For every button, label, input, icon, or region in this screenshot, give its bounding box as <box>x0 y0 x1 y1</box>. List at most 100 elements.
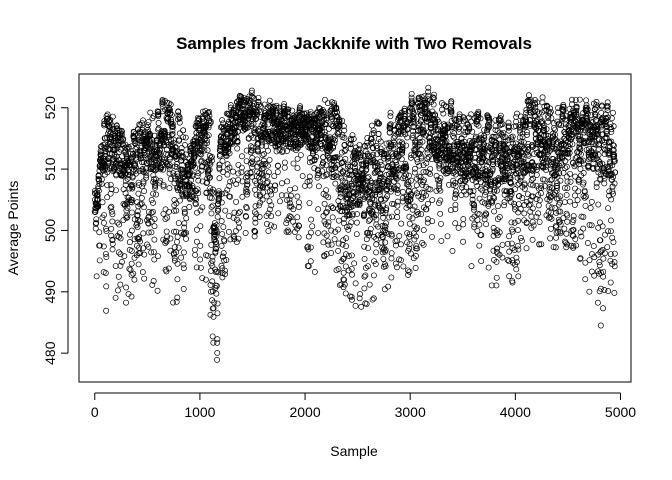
data-point <box>456 125 462 132</box>
data-point <box>405 178 412 185</box>
data-point <box>244 189 251 195</box>
data-point <box>116 157 123 164</box>
data-point <box>248 87 255 94</box>
data-point <box>604 103 611 110</box>
data-point <box>92 225 99 232</box>
data-point <box>234 139 241 146</box>
data-point <box>572 97 579 103</box>
data-point <box>194 173 201 179</box>
data-point <box>603 115 610 122</box>
data-point <box>503 172 510 179</box>
data-point <box>587 205 594 211</box>
data-point <box>600 305 606 312</box>
data-point <box>321 218 328 225</box>
data-point <box>322 131 329 138</box>
data-point <box>450 177 457 184</box>
data-point <box>559 115 566 122</box>
data-point <box>377 145 384 152</box>
data-point <box>343 251 349 258</box>
data-point <box>535 202 542 209</box>
data-point <box>104 111 111 118</box>
data-point <box>213 246 220 253</box>
data-point <box>394 264 400 271</box>
data-point <box>601 180 608 187</box>
data-point <box>520 156 527 163</box>
data-point <box>325 241 332 248</box>
data-point <box>136 244 142 251</box>
data-point <box>103 254 110 260</box>
data-point <box>336 118 343 125</box>
data-point <box>143 174 150 181</box>
data-point <box>244 170 251 177</box>
data-point <box>580 193 587 200</box>
data-point <box>207 185 214 192</box>
data-point <box>411 165 418 172</box>
data-point <box>376 120 382 127</box>
data-point <box>356 196 363 203</box>
data-point <box>548 115 555 122</box>
data-point <box>209 333 216 340</box>
data-point <box>182 151 189 158</box>
data-point <box>361 152 368 159</box>
data-point <box>404 126 411 133</box>
data-point <box>209 278 216 285</box>
data-point <box>588 198 595 205</box>
data-point <box>221 257 228 264</box>
data-point <box>155 253 161 260</box>
data-point <box>610 239 617 245</box>
data-point <box>329 214 336 221</box>
data-point <box>423 160 430 167</box>
data-point <box>244 124 251 131</box>
data-point <box>167 176 174 182</box>
data-point <box>266 97 273 104</box>
data-point <box>535 127 542 134</box>
data-point <box>224 161 231 168</box>
data-point <box>402 162 409 169</box>
data-point <box>227 102 234 109</box>
data-point <box>583 193 589 200</box>
data-point <box>297 105 303 112</box>
data-point <box>437 175 444 182</box>
data-point <box>352 280 359 287</box>
data-point <box>593 98 600 105</box>
data-point <box>250 103 257 110</box>
data-point <box>538 182 545 189</box>
data-point <box>481 132 488 139</box>
data-point <box>132 160 138 167</box>
data-point <box>109 240 116 247</box>
data-point <box>547 177 554 184</box>
data-point <box>569 96 575 103</box>
data-point <box>175 112 182 119</box>
data-point <box>213 241 220 248</box>
data-point <box>352 160 358 167</box>
data-point <box>270 109 277 116</box>
data-point <box>361 243 368 250</box>
data-point <box>411 236 418 243</box>
data-point <box>418 146 425 153</box>
data-point <box>529 236 536 243</box>
data-point <box>171 228 177 235</box>
data-point <box>410 119 417 126</box>
data-point <box>580 214 587 220</box>
data-point <box>129 209 135 216</box>
data-point <box>125 143 132 150</box>
data-point <box>212 266 219 273</box>
data-point <box>476 195 483 202</box>
data-point <box>381 286 388 293</box>
data-point <box>266 206 273 213</box>
data-point <box>212 249 219 256</box>
data-point <box>394 202 401 209</box>
data-point <box>491 188 498 195</box>
data-point <box>424 155 431 162</box>
data-point <box>273 104 280 111</box>
data-point <box>189 183 196 189</box>
data-point <box>563 192 570 199</box>
data-point <box>157 177 164 184</box>
data-point <box>162 206 169 213</box>
data-point <box>332 154 339 161</box>
data-point <box>151 216 158 222</box>
data-point <box>363 236 370 243</box>
data-point <box>96 257 103 264</box>
data-point <box>210 313 217 320</box>
data-point <box>394 214 401 221</box>
